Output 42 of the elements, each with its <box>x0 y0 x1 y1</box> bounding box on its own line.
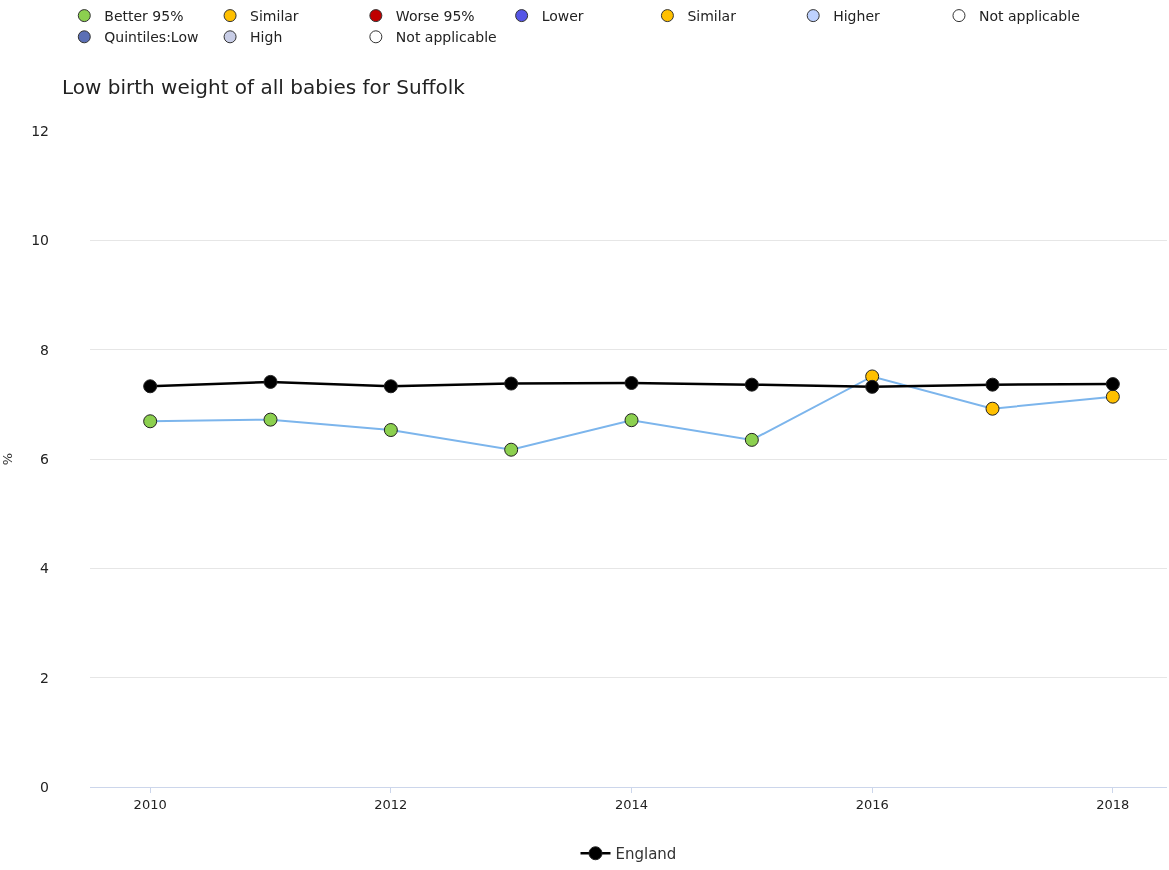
x-tick-label: 2014 <box>614 796 649 812</box>
point <box>624 376 639 390</box>
y-tick-label: 2 <box>40 669 49 686</box>
point <box>143 379 158 394</box>
point <box>1105 377 1120 392</box>
point <box>263 374 278 389</box>
point <box>985 401 1000 416</box>
legend-label: Not applicable <box>978 8 1080 25</box>
legend-label: England <box>615 845 677 864</box>
y-tick-label: 8 <box>40 341 49 358</box>
point <box>865 379 880 394</box>
point <box>624 413 639 428</box>
legend-label: Similar <box>687 8 737 25</box>
legend-label: Worse 95% <box>395 8 475 25</box>
point <box>383 379 398 394</box>
legend-label: Better 95% <box>104 8 184 25</box>
y-tick-label: 0 <box>40 778 49 795</box>
y-tick-label: 12 <box>31 122 49 139</box>
point <box>504 442 519 457</box>
legend-label: Similar <box>250 8 299 25</box>
y-axis-title: % <box>0 452 16 466</box>
point <box>263 412 278 427</box>
point <box>143 414 158 429</box>
point <box>744 377 759 392</box>
x-tick-label: 2018 <box>1096 796 1130 812</box>
point <box>985 377 1000 392</box>
y-tick-label: 10 <box>31 232 49 249</box>
x-tick-label: 2016 <box>855 796 889 812</box>
point <box>504 376 519 391</box>
x-tick-label: 2012 <box>374 796 408 812</box>
point <box>383 423 398 438</box>
point <box>744 432 759 447</box>
legend-label: Higher <box>833 8 880 25</box>
x-tick-label: 2010 <box>133 796 167 812</box>
chart-title: Low birth weight of all babies for Suffolk <box>61 75 466 99</box>
legend-label: Lower <box>541 8 584 25</box>
point <box>1105 389 1120 404</box>
legend-label: Quintiles:Low <box>104 29 199 46</box>
y-tick-label: 6 <box>40 450 50 467</box>
legend-label: High <box>250 29 283 46</box>
legend-label: Not applicable <box>395 29 497 46</box>
y-tick-label: 4 <box>40 560 50 577</box>
